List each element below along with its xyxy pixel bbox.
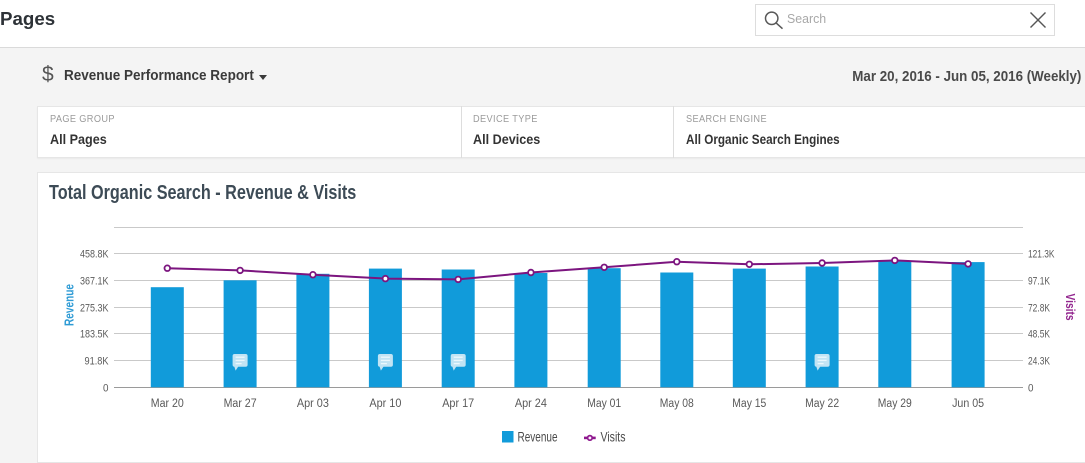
svg-text:Visits: Visits (1063, 294, 1078, 321)
svg-text:275.3K: 275.3K (80, 302, 109, 314)
svg-text:Apr 24: Apr 24 (515, 398, 548, 410)
svg-text:Mar 20: Mar 20 (151, 398, 184, 410)
svg-text:May 08: May 08 (660, 398, 694, 410)
svg-text:Apr 17: Apr 17 (442, 398, 474, 410)
svg-text:May 01: May 01 (587, 398, 621, 410)
svg-text:Revenue: Revenue (518, 429, 558, 445)
svg-text:48.5K: 48.5K (1028, 328, 1051, 340)
svg-text:Jun 05: Jun 05 (952, 398, 984, 410)
svg-text:72.8K: 72.8K (1028, 302, 1051, 314)
svg-text:Mar 27: Mar 27 (224, 398, 257, 410)
svg-text:May 29: May 29 (878, 398, 912, 410)
svg-text:121.3K: 121.3K (1028, 248, 1055, 260)
svg-text:24.3K: 24.3K (1028, 355, 1051, 367)
svg-text:Revenue: Revenue (62, 284, 77, 326)
svg-text:183.5K: 183.5K (80, 328, 109, 340)
svg-text:Apr 03: Apr 03 (297, 398, 329, 410)
svg-text:367.1K: 367.1K (80, 275, 109, 287)
svg-text:0: 0 (103, 382, 109, 394)
svg-text:0: 0 (1028, 382, 1034, 394)
svg-text:Apr 10: Apr 10 (369, 398, 401, 410)
svg-text:May 15: May 15 (732, 398, 766, 410)
svg-text:Visits: Visits (601, 429, 626, 445)
svg-text:97.1K: 97.1K (1028, 275, 1051, 287)
svg-text:91.8K: 91.8K (85, 355, 110, 367)
svg-text:458.8K: 458.8K (80, 248, 109, 260)
svg-text:May 22: May 22 (805, 398, 839, 410)
